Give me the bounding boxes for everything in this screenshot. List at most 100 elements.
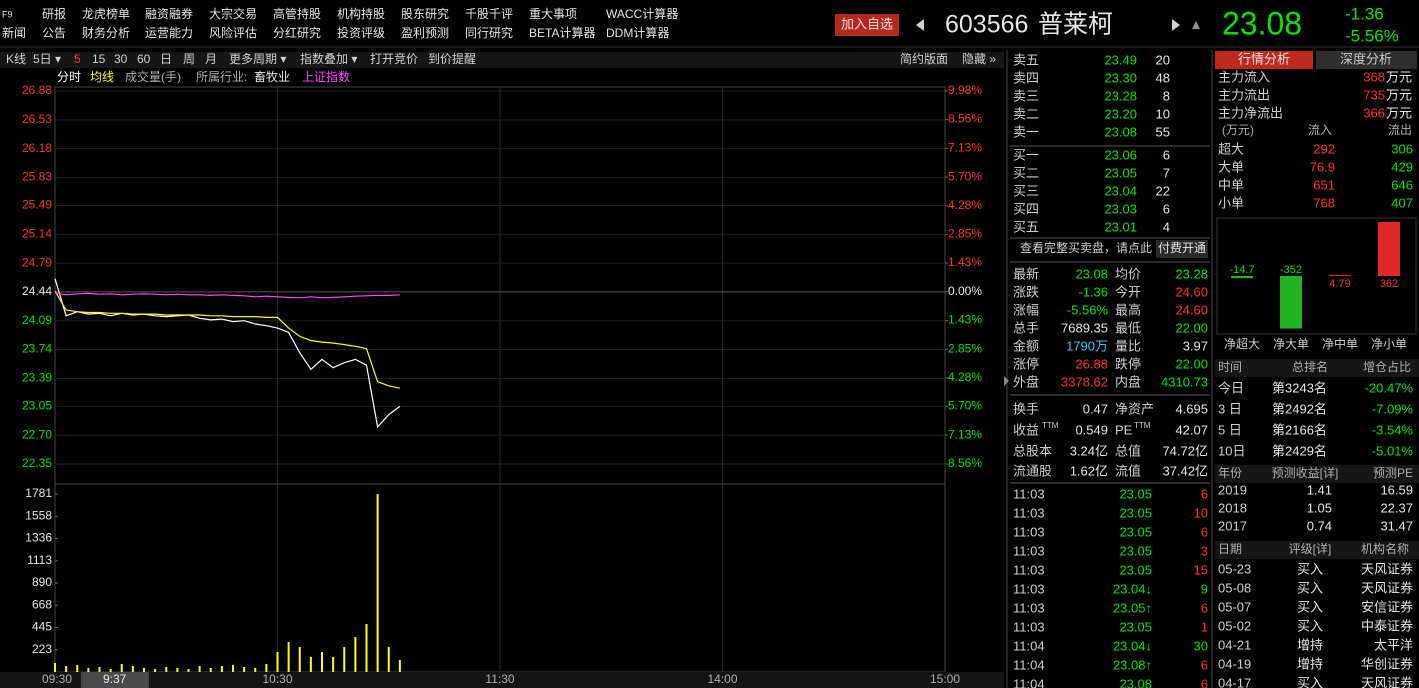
menu-item[interactable]: DDM计算器	[606, 25, 669, 40]
menu-item[interactable]: 盈利预测	[401, 26, 449, 40]
menu-item[interactable]: 大宗交易	[209, 6, 257, 21]
menu-item[interactable]: 股东研究	[401, 6, 449, 21]
toolbar-item[interactable]: 更多周期 ▾	[229, 52, 286, 66]
net-flow-category: 净小单	[1371, 337, 1407, 351]
toolbar-item[interactable]: 隐藏 »	[962, 52, 996, 66]
toolbar-item[interactable]: 30	[114, 52, 128, 66]
legend-item: 分时	[57, 70, 81, 84]
book-volume: 10	[1156, 106, 1170, 121]
tab[interactable]	[1215, 51, 1313, 69]
menu-item[interactable]: 千股千评	[465, 7, 513, 21]
menu-item[interactable]: 新闻	[2, 25, 26, 40]
toolbar-item[interactable]: 到价提醒	[428, 51, 476, 66]
menu-item[interactable]: 高管持股	[273, 6, 321, 21]
fund-label: 总股本	[1013, 443, 1052, 458]
y-tick-label: 22.70	[22, 427, 52, 441]
fund-value: 1.62亿	[1070, 463, 1108, 478]
flow-out: 429	[1391, 159, 1413, 174]
quote-value: 23.08	[1075, 266, 1108, 281]
menu-item[interactable]: BETA计算器	[529, 25, 595, 40]
menu-item[interactable]: 龙虎榜单	[82, 6, 130, 21]
quote-value: 26.88	[1075, 356, 1108, 371]
toolbar-item[interactable]: 打开竞价	[370, 52, 418, 66]
tab-label[interactable]: 深度分析	[1340, 51, 1392, 66]
menu-item[interactable]: WACC计算器	[606, 6, 678, 21]
trade-time: 11:03	[1013, 619, 1045, 634]
menu-item[interactable]: 运营能力	[145, 26, 193, 40]
menu-item[interactable]: 投资评级	[337, 25, 385, 40]
rank-header: 总排名	[1292, 359, 1328, 374]
book-volume: 8	[1163, 88, 1170, 103]
toolbar-item[interactable]: 日	[160, 52, 172, 66]
menu-item[interactable]: 机构持股	[337, 6, 385, 21]
menu-item[interactable]: 重大事项	[529, 7, 577, 21]
toolbar-item[interactable]: 5日 ▾	[33, 52, 61, 66]
menu-item[interactable]: 同行研究	[465, 25, 513, 40]
toolbar-item[interactable]: 15	[92, 52, 106, 66]
tab-label[interactable]: 行情分析	[1238, 51, 1290, 66]
volume-bar	[109, 669, 112, 672]
volume-bar	[376, 494, 379, 672]
menu-item[interactable]: 分红研究	[273, 25, 321, 40]
menu-item[interactable]: 融资融券	[145, 6, 193, 21]
menu-item[interactable]: 公告	[42, 26, 66, 40]
toolbar-bg	[0, 52, 1004, 68]
net-flow-value: 4.79	[1329, 278, 1350, 290]
forecast-eps: 1.05	[1307, 500, 1332, 515]
trade-volume: 6	[1201, 600, 1208, 615]
pay-button[interactable]	[1156, 240, 1208, 258]
y2-tick-label: 1.43%	[948, 313, 982, 327]
tab[interactable]	[1316, 51, 1417, 69]
trade-price: 23.05	[1119, 524, 1152, 539]
quote-value: -1.36	[1078, 284, 1108, 299]
volume-bar	[265, 664, 268, 672]
y2-tick-label: 8.56%	[948, 112, 982, 126]
flow-header: 流出	[1388, 123, 1412, 137]
add-watch-label[interactable]: 加入自选	[841, 16, 893, 31]
pay-button-label[interactable]: 付费开通	[1158, 241, 1206, 255]
volume-bar	[187, 669, 190, 672]
fund-value: 42.07	[1175, 422, 1208, 437]
volume-bar	[198, 666, 201, 672]
rank-position: 第3243名	[1272, 380, 1327, 395]
quote-label: 涨幅	[1013, 302, 1039, 317]
trade-volume: 6	[1201, 486, 1208, 501]
fund-label-sup: TTM	[1134, 421, 1151, 430]
menu-item[interactable]: 财务分析	[82, 25, 130, 40]
next-arrow[interactable]	[1172, 19, 1180, 31]
flow-value: 735	[1363, 87, 1385, 102]
volume-bar	[87, 668, 90, 672]
quote-label: 内盘	[1115, 374, 1141, 389]
add-watch-button[interactable]	[835, 14, 899, 36]
rating: 买入	[1297, 599, 1323, 614]
toolbar-item[interactable]: 月	[205, 52, 217, 66]
toolbar-item[interactable]: 简约版面	[900, 51, 948, 66]
alert-icon[interactable]	[1192, 21, 1200, 29]
toolbar-item[interactable]: 5	[74, 52, 81, 66]
forecast-eps: 0.74	[1307, 518, 1332, 533]
collapse-handle[interactable]	[1004, 376, 1009, 386]
prev-arrow[interactable]	[916, 19, 924, 31]
trade-time: 11:03	[1013, 581, 1045, 596]
volume-bar	[131, 666, 134, 672]
toolbar-item[interactable]: 指数叠加 ▾	[300, 51, 357, 66]
y-tick-label: 26.53	[22, 112, 52, 126]
toolbar-item[interactable]: K线	[6, 52, 26, 66]
rank-period: 3 日	[1218, 401, 1242, 416]
fund-value: 74.72亿	[1162, 443, 1208, 458]
y-tick-label: 22.35	[22, 456, 52, 470]
volume-bar	[309, 657, 312, 672]
menu-item[interactable]: F9	[2, 9, 13, 19]
menu-item[interactable]: 风险评估	[209, 25, 257, 40]
rating-date: 04-19	[1218, 656, 1251, 671]
x-tick-label: 09:30	[42, 672, 72, 686]
toolbar-item[interactable]: 周	[183, 52, 195, 66]
rating: 买入	[1297, 561, 1323, 576]
menu-item[interactable]: 研报	[42, 6, 66, 21]
toolbar-item[interactable]: 60	[137, 52, 151, 66]
quote-label: 今开	[1115, 284, 1141, 299]
volume-tick-label: 1113	[27, 553, 52, 567]
volume-tick-label: 1781	[25, 486, 52, 500]
trade-volume: 9	[1201, 581, 1208, 596]
net-flow-bar	[1231, 276, 1253, 279]
